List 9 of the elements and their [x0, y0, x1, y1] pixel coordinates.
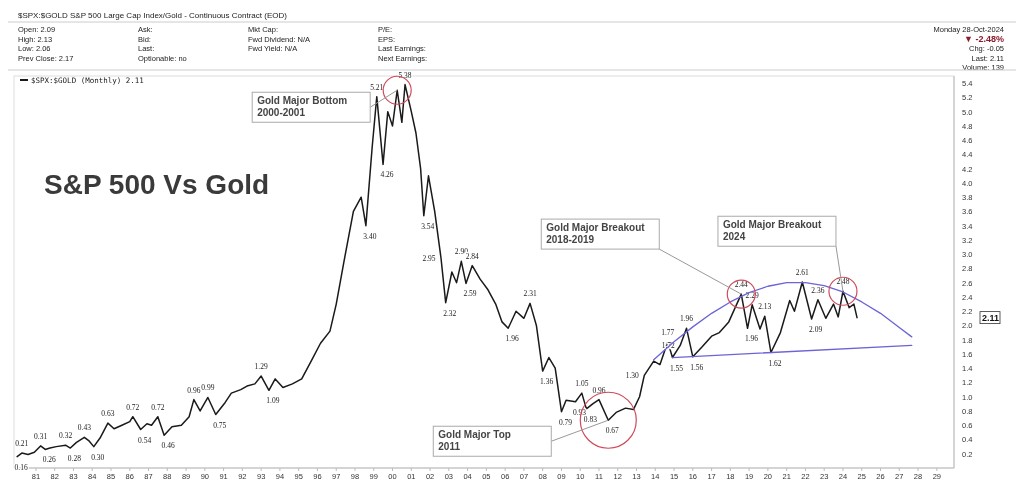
annotation: Gold Major Bottom 2000-2001 — [257, 95, 348, 119]
annotation: Gold Major Breakout 2024 — [722, 219, 822, 243]
line-series — [653, 282, 913, 361]
annotation: Gold Major Top 2011 — [438, 429, 511, 453]
text: S&P 500 Vs Gold — [44, 169, 270, 200]
annotation: Gold Major Breakout 2018-2019 — [546, 222, 646, 246]
chart-subtitle: $SPX:$GOLD S&P 500 Large Cap Index/Gold - Continuous Contract (EOD) — [18, 11, 288, 20]
text: 2.11 — [982, 313, 1000, 324]
text: ▼ -2.48% — [964, 33, 1004, 44]
